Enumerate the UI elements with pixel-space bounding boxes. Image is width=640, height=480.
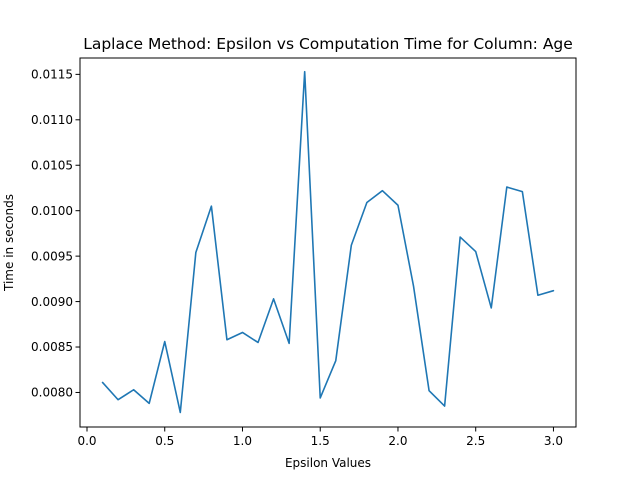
y-tick-label: 0.0085 (31, 340, 73, 354)
x-axis-label: Epsilon Values (285, 456, 371, 470)
x-tick-label: 2.0 (388, 434, 407, 448)
x-tick-label: 2.5 (466, 434, 485, 448)
y-tick-label: 0.0095 (31, 249, 73, 263)
x-tick-label: 1.5 (311, 434, 330, 448)
y-tick-label: 0.0105 (31, 158, 73, 172)
x-tick-label: 3.0 (544, 434, 563, 448)
y-tick-label: 0.0080 (31, 386, 73, 400)
y-tick-label: 0.0090 (31, 295, 73, 309)
plot-frame (79, 57, 577, 428)
x-tick-label: 1.0 (233, 434, 252, 448)
series-line (101, 70, 555, 414)
chart-title: Laplace Method: Epsilon vs Computation T… (83, 35, 573, 53)
y-tick-label: 0.0115 (31, 68, 73, 82)
y-tick-label: 0.0110 (31, 113, 73, 127)
x-tick-label: 0.0 (77, 434, 96, 448)
x-tick-label: 0.5 (155, 434, 174, 448)
x-axis: 0.0 0.5 1.0 1.5 2.0 2.5 3.0 (77, 427, 563, 448)
y-tick-label: 0.0100 (31, 204, 73, 218)
y-axis-label: Time in seconds (2, 194, 16, 292)
y-axis: 0.0080 0.0085 0.0090 0.0095 0.0100 0.0105 0.01… (31, 68, 80, 400)
